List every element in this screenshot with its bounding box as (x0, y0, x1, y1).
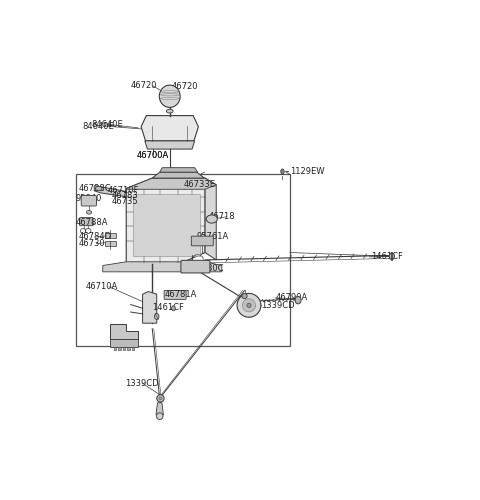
Ellipse shape (155, 314, 159, 320)
Text: 46710F: 46710F (108, 186, 139, 195)
Text: 46788A: 46788A (76, 218, 108, 227)
Polygon shape (94, 186, 126, 196)
Text: 46718: 46718 (209, 212, 235, 222)
Text: 46738C: 46738C (79, 184, 111, 193)
Ellipse shape (96, 186, 102, 190)
Text: 46700A: 46700A (137, 152, 169, 160)
Ellipse shape (206, 215, 217, 223)
Ellipse shape (86, 210, 92, 214)
Bar (105, 240, 116, 246)
Text: 46700A: 46700A (137, 152, 169, 160)
Circle shape (159, 397, 162, 400)
Text: 1339CD: 1339CD (261, 301, 295, 310)
Circle shape (247, 303, 251, 308)
Polygon shape (127, 348, 130, 350)
Text: 46733E: 46733E (183, 180, 216, 190)
Ellipse shape (171, 306, 175, 310)
Ellipse shape (281, 169, 284, 174)
Polygon shape (143, 292, 156, 323)
Text: 95840: 95840 (76, 194, 102, 203)
Text: 1129EW: 1129EW (290, 167, 324, 176)
Polygon shape (110, 339, 138, 347)
Polygon shape (160, 168, 198, 172)
Polygon shape (132, 348, 134, 350)
FancyBboxPatch shape (80, 218, 93, 226)
Polygon shape (156, 403, 163, 414)
Polygon shape (114, 348, 116, 350)
Polygon shape (103, 262, 222, 272)
Text: 46780C: 46780C (192, 264, 225, 272)
Polygon shape (119, 348, 120, 350)
Text: 46730: 46730 (79, 239, 105, 248)
Circle shape (156, 394, 164, 402)
Text: 46720: 46720 (172, 82, 198, 92)
FancyBboxPatch shape (81, 196, 96, 206)
Polygon shape (152, 172, 204, 178)
Circle shape (242, 294, 247, 298)
Bar (76, 174, 290, 346)
Polygon shape (145, 141, 195, 149)
Polygon shape (123, 348, 125, 350)
Text: 46720: 46720 (131, 82, 157, 90)
Polygon shape (126, 178, 216, 190)
Ellipse shape (295, 296, 301, 304)
Polygon shape (141, 116, 198, 141)
Circle shape (237, 294, 261, 317)
Ellipse shape (389, 253, 395, 260)
Text: 46710A: 46710A (85, 282, 118, 291)
FancyBboxPatch shape (164, 290, 186, 300)
Polygon shape (205, 178, 216, 260)
Ellipse shape (167, 110, 173, 113)
Text: 1461CF: 1461CF (152, 303, 184, 312)
Text: 46784D: 46784D (79, 232, 112, 241)
Text: 46783: 46783 (112, 192, 139, 200)
Text: 84640E: 84640E (83, 122, 114, 130)
Text: 84640E: 84640E (92, 120, 123, 128)
Circle shape (156, 413, 163, 420)
Text: 95761A: 95761A (197, 232, 229, 240)
Bar (105, 233, 116, 238)
Ellipse shape (159, 85, 180, 108)
Circle shape (242, 299, 255, 312)
Text: 1461CF: 1461CF (371, 252, 403, 262)
Polygon shape (110, 324, 138, 339)
Text: 46735: 46735 (112, 196, 139, 205)
Text: 1339CD: 1339CD (125, 379, 159, 388)
FancyBboxPatch shape (192, 236, 213, 246)
Polygon shape (132, 194, 200, 256)
Text: 46790A: 46790A (276, 294, 308, 302)
Polygon shape (126, 178, 205, 264)
Text: 46781A: 46781A (165, 290, 197, 298)
FancyBboxPatch shape (181, 260, 210, 273)
